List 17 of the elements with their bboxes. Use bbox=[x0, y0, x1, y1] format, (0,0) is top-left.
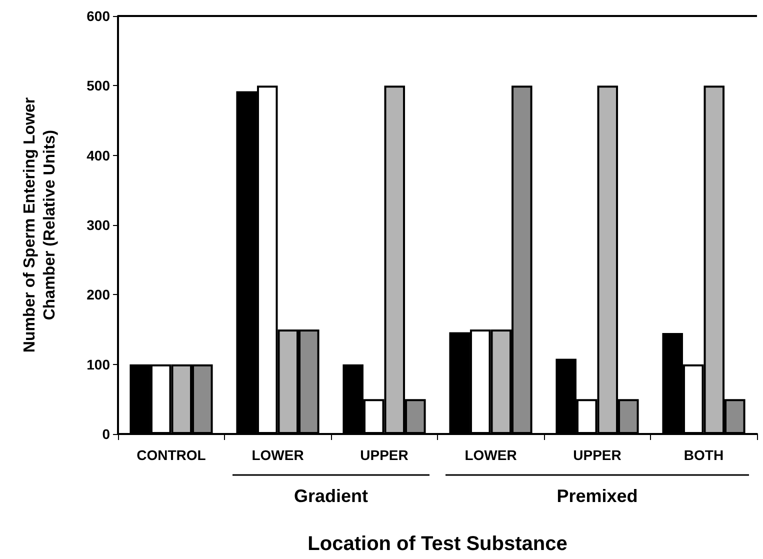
x-axis-title: Location of Test Substance bbox=[308, 533, 568, 555]
x-tick-label: UPPER bbox=[360, 447, 408, 463]
text: Premixed bbox=[556, 486, 638, 506]
x-tick-label: CONTROL bbox=[136, 447, 206, 463]
x-tick-label: LOWER bbox=[464, 447, 517, 463]
y-tick-label: 100 bbox=[86, 356, 110, 372]
x-tick-label: UPPER bbox=[573, 447, 622, 463]
y-tick-label: 200 bbox=[86, 286, 110, 303]
y-tick-label: 0 bbox=[102, 426, 110, 442]
y-tick-label: 400 bbox=[86, 147, 110, 164]
x-tick-label: LOWER bbox=[252, 447, 304, 463]
y-tick-label: 600 bbox=[86, 8, 110, 24]
x-tick-label: BOTH bbox=[684, 447, 724, 463]
y-axis-title: Number of Sperm Entering Lower Chamber (Relative Units) bbox=[22, 97, 58, 353]
y-tick-label: 300 bbox=[86, 217, 110, 233]
y-tick-label: 500 bbox=[86, 78, 110, 94]
text: Gradient bbox=[294, 486, 368, 506]
